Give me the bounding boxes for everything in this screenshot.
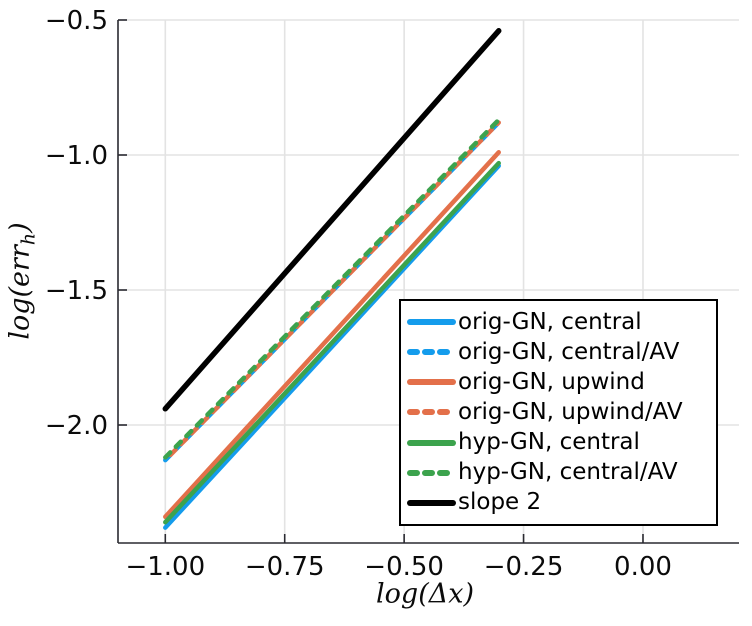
series-line-4	[163, 160, 501, 525]
legend-label: orig-GN, central	[458, 308, 642, 335]
x-tick-label: −0.50	[364, 552, 444, 582]
y-axis-label-pre: log(err	[4, 245, 36, 340]
y-tick-label: −2.0	[45, 411, 108, 441]
x-tick-label: −1.00	[125, 552, 205, 582]
y-tick-label: −1.0	[45, 141, 108, 171]
y-axis-label: log(errh)	[4, 222, 39, 339]
legend-item: hyp-GN, central/AV	[406, 459, 712, 487]
legend-item: hyp-GN, central	[406, 429, 712, 457]
series-line-2	[163, 150, 501, 520]
y-axis-label-sub: h	[17, 232, 40, 246]
legend-label: hyp-GN, central	[458, 429, 640, 456]
legend-label: hyp-GN, central/AV	[458, 459, 678, 486]
legend-line-swatch	[407, 469, 456, 476]
legend-label: orig-GN, upwind/AV	[458, 398, 683, 425]
legend-label: orig-GN, central/AV	[458, 338, 680, 365]
legend-item: orig-GN, central/AV	[406, 338, 712, 366]
legend-item: orig-GN, central	[406, 308, 712, 336]
legend-label: slope 2	[458, 489, 542, 516]
legend-label: orig-GN, upwind	[458, 368, 645, 395]
x-tick-label: −0.75	[245, 552, 325, 582]
legend-line-swatch	[407, 499, 456, 506]
y-tick-label: −1.5	[45, 276, 108, 306]
legend-line-swatch	[407, 349, 456, 356]
x-axis-label: log(Δx)	[376, 579, 474, 610]
series-line-6	[162, 28, 502, 412]
legend-line-swatch	[407, 439, 456, 446]
legend-line-swatch	[407, 409, 456, 416]
legend-line-swatch	[407, 379, 456, 386]
legend-item: slope 2	[406, 489, 712, 517]
legend-item: orig-GN, upwind	[406, 368, 712, 396]
y-axis-label-post: )	[4, 222, 36, 233]
x-tick-label: −0.25	[484, 552, 564, 582]
legend-line-swatch	[407, 319, 456, 326]
series-line-5	[163, 117, 501, 460]
x-axis-label-text: log(Δx)	[376, 578, 474, 610]
x-tick-label: 0.00	[614, 552, 672, 582]
y-tick-label: −0.5	[45, 6, 108, 36]
legend-item: orig-GN, upwind/AV	[406, 398, 712, 426]
legend: orig-GN, central orig-GN, central/AV orig-…	[399, 299, 718, 526]
